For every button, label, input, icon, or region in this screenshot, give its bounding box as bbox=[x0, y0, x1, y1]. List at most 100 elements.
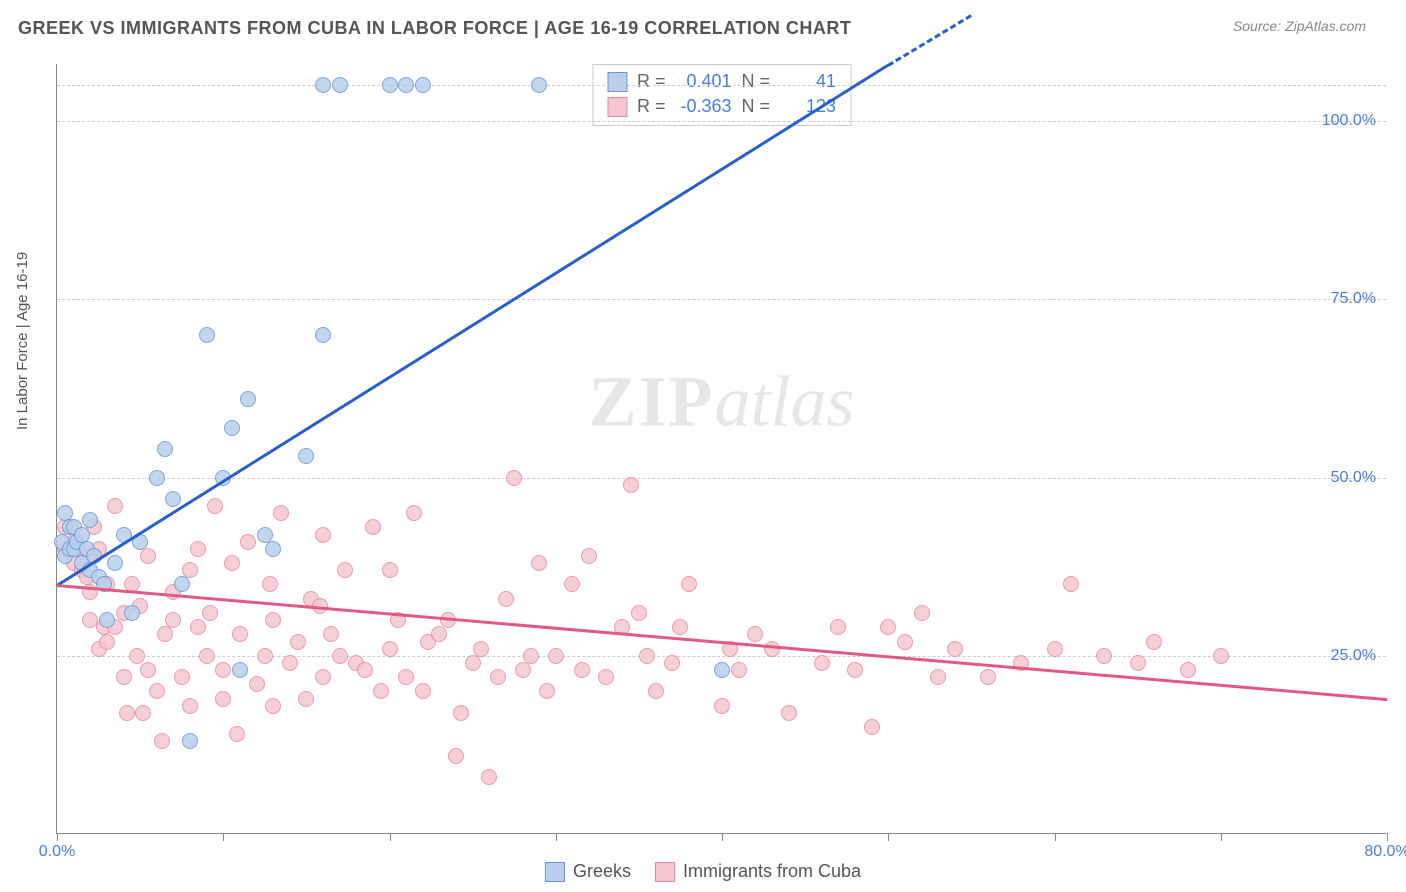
data-point bbox=[631, 605, 647, 621]
data-point bbox=[714, 698, 730, 714]
y-tick-label: 100.0% bbox=[1322, 112, 1376, 130]
data-point bbox=[99, 612, 115, 628]
legend-item-cuba: Immigrants from Cuba bbox=[655, 861, 861, 882]
x-tick bbox=[722, 833, 723, 841]
data-point bbox=[154, 733, 170, 749]
data-point bbox=[681, 576, 697, 592]
x-tick bbox=[1387, 833, 1388, 841]
data-point bbox=[672, 619, 688, 635]
data-point bbox=[382, 641, 398, 657]
data-point bbox=[165, 491, 181, 507]
data-point bbox=[107, 498, 123, 514]
correlation-stats-box: R = 0.401 N = 41 R = -0.363 N = 123 bbox=[592, 64, 851, 126]
data-point bbox=[498, 591, 514, 607]
legend-item-greeks: Greeks bbox=[545, 861, 631, 882]
y-tick-label: 50.0% bbox=[1331, 469, 1376, 487]
data-point bbox=[265, 698, 281, 714]
data-point bbox=[581, 548, 597, 564]
data-point bbox=[980, 669, 996, 685]
data-point bbox=[506, 470, 522, 486]
data-point bbox=[182, 733, 198, 749]
stats-label-r: R = bbox=[637, 94, 666, 119]
data-point bbox=[257, 648, 273, 664]
source-attribution: Source: ZipAtlas.com bbox=[1233, 18, 1366, 34]
data-point bbox=[531, 555, 547, 571]
data-point bbox=[415, 683, 431, 699]
data-point bbox=[731, 662, 747, 678]
data-point bbox=[481, 769, 497, 785]
data-point bbox=[1063, 576, 1079, 592]
data-point bbox=[190, 619, 206, 635]
data-point bbox=[315, 527, 331, 543]
data-point bbox=[398, 669, 414, 685]
watermark-zip: ZIP bbox=[588, 362, 714, 442]
legend-label-cuba: Immigrants from Cuba bbox=[683, 861, 861, 882]
data-point bbox=[82, 512, 98, 528]
legend: Greeks Immigrants from Cuba bbox=[545, 861, 861, 882]
data-point bbox=[473, 641, 489, 657]
data-point bbox=[315, 77, 331, 93]
y-tick-label: 25.0% bbox=[1331, 647, 1376, 665]
trend-line bbox=[56, 64, 889, 587]
data-point bbox=[232, 662, 248, 678]
data-point bbox=[714, 662, 730, 678]
data-point bbox=[1130, 655, 1146, 671]
x-tick bbox=[556, 833, 557, 841]
data-point bbox=[174, 669, 190, 685]
data-point bbox=[129, 648, 145, 664]
data-point bbox=[1047, 641, 1063, 657]
legend-label-greeks: Greeks bbox=[573, 861, 631, 882]
x-tick bbox=[1221, 833, 1222, 841]
data-point bbox=[515, 662, 531, 678]
data-point bbox=[406, 505, 422, 521]
data-point bbox=[135, 705, 151, 721]
data-point bbox=[323, 626, 339, 642]
data-point bbox=[149, 683, 165, 699]
data-point bbox=[99, 634, 115, 650]
stats-label-n: N = bbox=[742, 94, 771, 119]
data-point bbox=[648, 683, 664, 699]
data-point bbox=[157, 441, 173, 457]
data-point bbox=[598, 669, 614, 685]
data-point bbox=[897, 634, 913, 650]
data-point bbox=[202, 605, 218, 621]
x-tick bbox=[223, 833, 224, 841]
data-point bbox=[224, 420, 240, 436]
legend-swatch-greeks bbox=[545, 862, 565, 882]
data-point bbox=[337, 562, 353, 578]
data-point bbox=[182, 698, 198, 714]
data-point bbox=[930, 669, 946, 685]
x-tick-label: 0.0% bbox=[39, 843, 75, 861]
data-point bbox=[1096, 648, 1112, 664]
data-point bbox=[265, 612, 281, 628]
data-point bbox=[232, 626, 248, 642]
stats-label-r: R = bbox=[637, 69, 666, 94]
data-point bbox=[914, 605, 930, 621]
x-tick bbox=[888, 833, 889, 841]
stats-r-greeks: 0.401 bbox=[676, 69, 732, 94]
data-point bbox=[415, 77, 431, 93]
gridline-h bbox=[57, 299, 1386, 300]
stats-n-greeks: 41 bbox=[780, 69, 836, 94]
data-point bbox=[382, 562, 398, 578]
data-point bbox=[107, 555, 123, 571]
stats-label-n: N = bbox=[742, 69, 771, 94]
x-tick bbox=[1055, 833, 1056, 841]
data-point bbox=[224, 555, 240, 571]
data-point bbox=[847, 662, 863, 678]
data-point bbox=[398, 77, 414, 93]
data-point bbox=[523, 648, 539, 664]
data-point bbox=[149, 470, 165, 486]
legend-swatch-cuba bbox=[655, 862, 675, 882]
data-point bbox=[332, 77, 348, 93]
data-point bbox=[315, 669, 331, 685]
data-point bbox=[207, 498, 223, 514]
data-point bbox=[215, 662, 231, 678]
data-point bbox=[165, 612, 181, 628]
watermark: ZIPatlas bbox=[588, 361, 854, 444]
data-point bbox=[664, 655, 680, 671]
data-point bbox=[140, 548, 156, 564]
gridline-h bbox=[57, 121, 1386, 122]
data-point bbox=[431, 626, 447, 642]
data-point bbox=[564, 576, 580, 592]
